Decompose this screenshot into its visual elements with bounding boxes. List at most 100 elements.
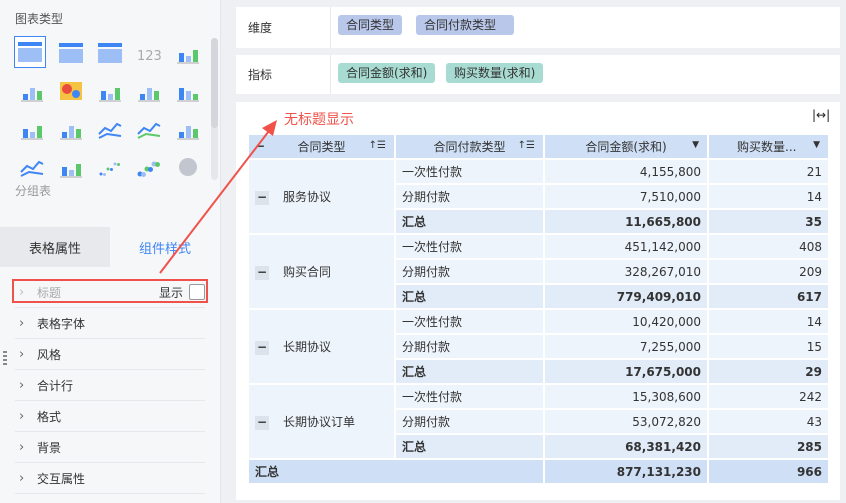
quantity-cell: 15 xyxy=(707,333,830,360)
scrollbar[interactable] xyxy=(211,38,218,180)
table-row: 汇总 779,409,010 617 xyxy=(248,283,830,310)
amount-cell: 10,420,000 xyxy=(543,308,709,335)
amount-cell: 68,381,420 xyxy=(543,433,709,460)
style-item[interactable]: › 格式 xyxy=(15,401,205,432)
quantity-cell: 617 xyxy=(707,283,830,310)
style-item[interactable]: › 风格 xyxy=(15,339,205,370)
measure-pill[interactable]: 购买数量(求和) xyxy=(446,63,544,83)
collapse-icon: − xyxy=(255,340,269,355)
style-item-label: 表格字体 xyxy=(37,316,86,331)
style-item-label: 格式 xyxy=(37,409,62,424)
header-amount[interactable]: 合同金额(求和) ▼ xyxy=(543,133,709,160)
quantity-cell: 14 xyxy=(707,308,830,335)
measure-label: 指标 xyxy=(248,68,273,82)
tab-component-style[interactable]: 组件样式 xyxy=(138,241,191,257)
payment-type-cell: 汇总 xyxy=(394,283,545,310)
quantity-cell: 35 xyxy=(707,208,830,235)
header-payment-type[interactable]: 合同付款类型 ↑☰ xyxy=(394,133,545,160)
dimension-pill[interactable]: 合同类型 xyxy=(338,15,403,35)
amount-cell: 7,255,000 xyxy=(543,333,709,360)
waterfall-icon[interactable] xyxy=(51,110,90,148)
dimension-bar: 维度 合同类型 合同付款类型 xyxy=(236,7,840,48)
highlight-box xyxy=(12,279,208,303)
total-amount: 877,131,230 xyxy=(543,458,709,485)
pie-icon[interactable] xyxy=(168,148,207,186)
stacked-horizontal-icon[interactable] xyxy=(12,110,51,148)
collapse-icon: − xyxy=(255,190,269,205)
chevron-right-icon: › xyxy=(19,470,25,486)
payment-type-cell: 汇总 xyxy=(394,208,545,235)
amount-cell: 328,267,010 xyxy=(543,258,709,285)
style-item[interactable]: › 背景 xyxy=(15,432,205,463)
payment-type-cell: 一次性付款 xyxy=(394,233,545,260)
kpi-number-icon[interactable]: 123 xyxy=(129,34,168,72)
grouped-table-icon[interactable] xyxy=(51,34,90,72)
heatmap-icon[interactable] xyxy=(51,72,90,110)
style-item[interactable]: › 交互属性 xyxy=(15,463,205,494)
payment-type-cell: 一次性付款 xyxy=(394,158,545,185)
payment-type-cell: 一次性付款 xyxy=(394,308,545,335)
list-kpi-icon[interactable] xyxy=(168,34,207,72)
text-kpi-icon[interactable] xyxy=(12,72,51,110)
dimension-pill[interactable]: 合同付款类型 xyxy=(416,15,514,35)
cross-table-icon[interactable] xyxy=(90,34,129,72)
combo-bar-line-icon[interactable] xyxy=(51,148,90,186)
measure-pill[interactable]: 合同金额(求和) xyxy=(338,63,436,83)
amount-cell: 451,142,000 xyxy=(543,233,709,260)
style-item-label: 合计行 xyxy=(37,378,74,393)
chart-type-title: 图表类型 xyxy=(15,12,64,26)
payment-type-cell: 一次性付款 xyxy=(394,383,545,410)
style-item[interactable]: › 标题 显示 xyxy=(15,277,205,308)
sort-icon: ↑☰ xyxy=(368,140,386,151)
style-item-label: 标题 xyxy=(37,285,62,300)
data-table: − 合同类型 ↑☰ 合同付款类型 ↑☰ 合同金额(求和) ▼ 购买数量... ▼ − 服务协… xyxy=(247,133,830,485)
bubble-icon[interactable] xyxy=(129,148,168,186)
quantity-cell: 242 xyxy=(707,383,830,410)
radar-icon[interactable] xyxy=(168,110,207,148)
table-row: 分期付款 7,510,000 14 xyxy=(248,183,830,210)
chevron-right-icon: › xyxy=(19,408,25,424)
resize-handle[interactable] xyxy=(3,351,7,365)
payment-type-cell: 分期付款 xyxy=(394,183,545,210)
grand-total-row: 汇总 877,131,230 966 xyxy=(247,458,830,485)
payment-type-cell: 汇总 xyxy=(394,358,545,385)
table-icon[interactable] xyxy=(14,36,46,68)
table-row: 分期付款 7,255,000 15 xyxy=(248,333,830,360)
amount-cell: 11,665,800 xyxy=(543,208,709,235)
group-cell[interactable]: − 长期协议 xyxy=(247,308,396,385)
dropdown-icon: ▼ xyxy=(692,140,699,150)
show-title-checkbox[interactable] xyxy=(189,284,205,300)
radar-line-icon[interactable] xyxy=(129,110,168,148)
chevron-right-icon: › xyxy=(19,439,25,455)
amount-cell: 4,155,800 xyxy=(543,158,709,185)
quantity-cell: 14 xyxy=(707,183,830,210)
style-item[interactable]: › 表格字体 xyxy=(15,308,205,339)
stacked-bar-icon[interactable] xyxy=(129,72,168,110)
bar-icon[interactable] xyxy=(168,72,207,110)
table-row: 汇总 11,665,800 35 xyxy=(248,208,830,235)
grouped-bar-icon[interactable] xyxy=(90,72,129,110)
tab-table-properties[interactable]: 表格属性 xyxy=(0,227,110,267)
group-cell[interactable]: − 购买合同 xyxy=(247,233,396,310)
group-table-label: 分组表 xyxy=(15,184,52,198)
measure-bar: 指标 合同金额(求和) 购买数量(求和) xyxy=(236,55,840,94)
amount-cell: 779,409,010 xyxy=(543,283,709,310)
header-quantity[interactable]: 购买数量... ▼ xyxy=(707,133,830,160)
annotation-text: 无标题显示 xyxy=(284,112,354,128)
fit-width-icon[interactable]: |↔| xyxy=(812,108,831,122)
table-row: 分期付款 53,072,820 43 xyxy=(248,408,830,435)
svg-text:123: 123 xyxy=(137,49,162,64)
scatter-icon[interactable] xyxy=(90,148,129,186)
quantity-cell: 21 xyxy=(707,158,830,185)
area-icon[interactable] xyxy=(12,148,51,186)
quantity-cell: 43 xyxy=(707,408,830,435)
group-cell[interactable]: − 长期协议订单 xyxy=(247,383,396,460)
table-row: 汇总 68,381,420 285 xyxy=(248,433,830,460)
group-cell[interactable]: − 服务协议 xyxy=(247,158,396,235)
style-item[interactable]: › 合计行 xyxy=(15,370,205,401)
header-contract-type[interactable]: − 合同类型 ↑☰ xyxy=(247,133,396,160)
table-row: 汇总 17,675,000 29 xyxy=(248,358,830,385)
collapse-icon: − xyxy=(255,265,269,280)
line-icon[interactable] xyxy=(90,110,129,148)
